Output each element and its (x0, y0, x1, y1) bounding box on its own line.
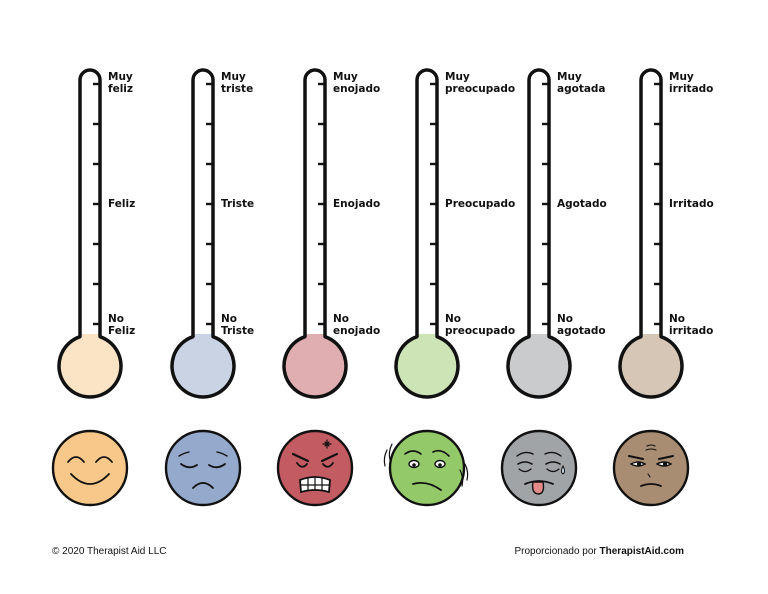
thermometer-outline (282, 68, 348, 399)
thermometer-outline (170, 68, 236, 399)
thermometer-fill (621, 334, 681, 396)
face-worried-icon (383, 429, 469, 507)
thermometer-fill (509, 334, 569, 396)
thermometer-outline (618, 68, 684, 399)
scale-label-bottom: No enojado (333, 313, 381, 337)
thermometer-fill (60, 334, 120, 396)
thermometer-2 (170, 68, 236, 399)
scale-label-top: Muy agotada (557, 71, 606, 95)
thermometer-outline (506, 68, 572, 399)
scale-label-bottom: No preocupado (445, 313, 516, 337)
thermometer-fill (397, 334, 457, 396)
face-irritated-icon (612, 429, 690, 507)
scale-label-top: Muy enojado (333, 71, 381, 95)
scale-label-middle: Triste (221, 198, 255, 210)
thermometer-outline (57, 68, 123, 399)
face-angry-icon (276, 429, 354, 507)
scale-label-middle: Preocupado (445, 198, 516, 210)
copyright-text: © 2020 Therapist Aid LLC (52, 546, 167, 557)
face-happy-icon (51, 429, 129, 507)
thermometer-3 (282, 68, 348, 399)
scale-label-top: Muy preocupado (445, 71, 516, 95)
thermometer-fill (285, 334, 345, 396)
provided-by-credit: Proporcionado por TherapistAid.com (514, 546, 684, 557)
thermometer-outline (394, 68, 460, 399)
scale-label-bottom: No irritado (669, 313, 714, 337)
scale-label-middle: Enojado (333, 198, 381, 210)
face-sad-icon (164, 429, 242, 507)
thermometer-5 (506, 68, 572, 399)
scale-label-middle: Irritado (669, 198, 714, 210)
scale-label-middle: Agotado (557, 198, 607, 210)
scale-label-bottom: No Feliz (108, 313, 136, 337)
thermometer-4 (394, 68, 460, 399)
scale-label-bottom: No Triste (221, 313, 255, 337)
scale-label-top: Muy irritado (669, 71, 714, 95)
scale-label-top: Muy triste (221, 71, 254, 95)
face-exhausted-icon (500, 429, 578, 507)
scale-label-middle: Feliz (108, 198, 136, 210)
scale-label-top: Muy feliz (108, 71, 133, 95)
thermometer-fill (173, 334, 234, 396)
brand-link-text: TherapistAid.com (599, 546, 684, 557)
provided-by-text: Proporcionado por (514, 546, 597, 557)
thermometer-6 (618, 68, 684, 399)
scale-label-bottom: No agotado (557, 313, 606, 337)
thermometer-1 (57, 68, 123, 399)
